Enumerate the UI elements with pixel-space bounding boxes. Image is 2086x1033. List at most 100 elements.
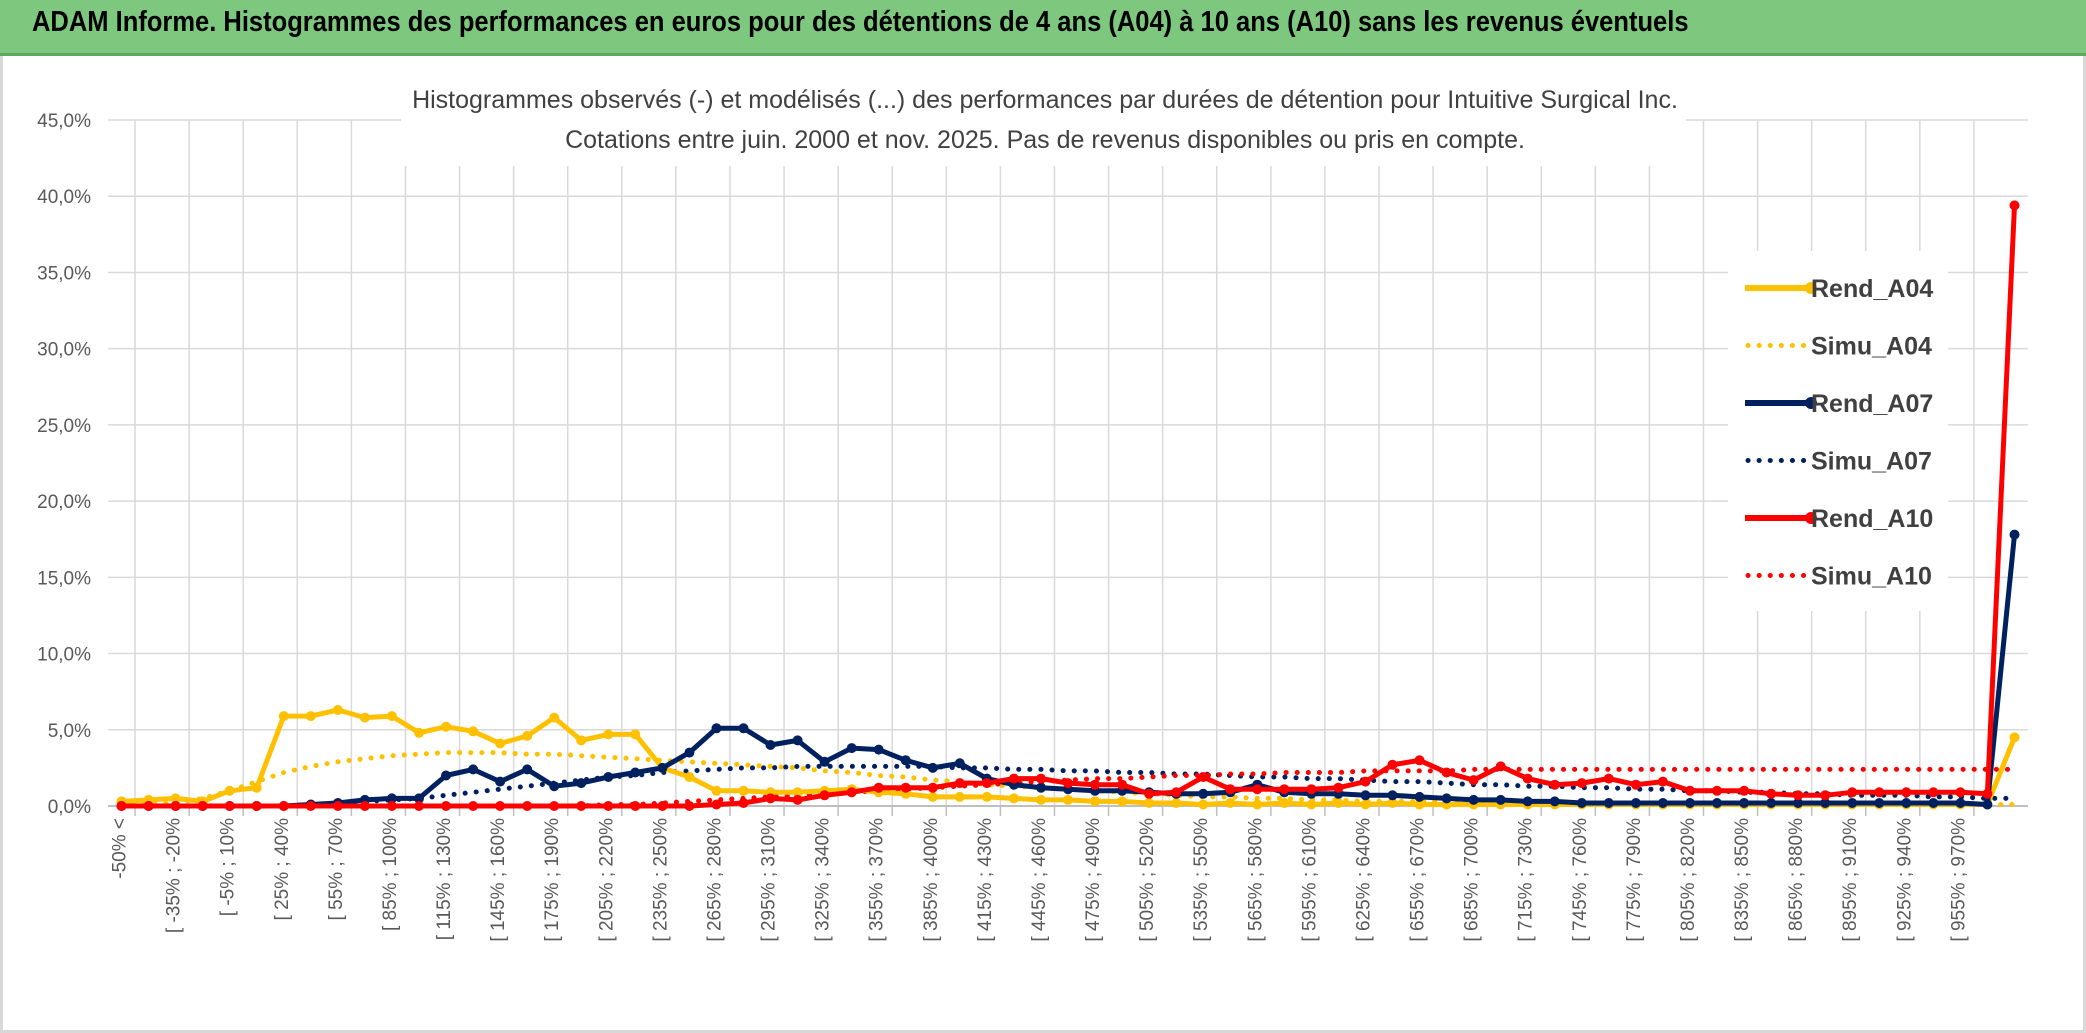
data-point xyxy=(684,747,695,758)
data-point xyxy=(1360,799,1371,810)
data-point xyxy=(522,801,533,811)
data-point xyxy=(468,764,479,775)
data-point xyxy=(1685,798,1695,808)
data-point xyxy=(954,791,965,802)
data-point xyxy=(576,778,587,789)
legend-item-simu-a07: Simu_A07 xyxy=(1745,448,1932,476)
legend-marker xyxy=(1805,282,1817,294)
data-point xyxy=(1117,779,1128,790)
data-point xyxy=(1036,773,1046,784)
data-point xyxy=(468,726,479,737)
y-tick-label: 0,0% xyxy=(48,797,91,818)
legend-label: Rend_A04 xyxy=(1811,275,1933,303)
data-point xyxy=(359,801,370,811)
data-point xyxy=(738,723,749,734)
series-simu-a10 xyxy=(119,766,2017,809)
data-point xyxy=(927,791,938,802)
data-point xyxy=(1063,778,1073,789)
data-point xyxy=(1901,787,1912,798)
data-point xyxy=(873,782,884,793)
data-point xyxy=(1874,787,1885,798)
data-point xyxy=(1901,798,1912,808)
data-point xyxy=(1036,782,1046,793)
legend-item-simu-a10: Simu_A10 xyxy=(1745,563,1932,591)
data-point xyxy=(1657,798,1668,808)
data-point xyxy=(1549,796,1560,807)
data-point xyxy=(954,778,965,789)
data-point xyxy=(414,727,424,738)
data-point xyxy=(1387,759,1398,770)
x-tick-label: [ 715% ; 730% xyxy=(1516,818,1537,942)
data-point xyxy=(1198,799,1209,810)
data-point xyxy=(630,767,641,778)
data-point xyxy=(765,740,776,750)
data-point xyxy=(1441,767,1452,778)
data-point xyxy=(1468,775,1479,786)
legend-marker xyxy=(1805,397,1817,409)
x-tick-label: [ 505% ; 520% xyxy=(1137,818,1158,942)
data-point xyxy=(711,723,722,734)
x-tick-label: [ 145% ; 160% xyxy=(488,818,509,942)
data-point xyxy=(414,793,424,804)
data-point xyxy=(1198,772,1209,782)
data-point xyxy=(1712,785,1722,796)
data-point xyxy=(981,778,992,789)
data-point xyxy=(657,801,668,811)
legend-item-rend-a04: Rend_A04 xyxy=(1745,275,1933,303)
data-point xyxy=(441,770,451,781)
x-tick-label: -50% < xyxy=(110,818,131,879)
x-tick-label: [ 955% ; 970% xyxy=(1948,818,1969,942)
data-point xyxy=(1333,782,1344,793)
data-point xyxy=(1630,798,1641,808)
data-point xyxy=(900,782,911,793)
x-tick-label: [ -5% ; 10% xyxy=(218,818,239,916)
data-point xyxy=(2009,732,2020,743)
data-point xyxy=(711,785,722,796)
data-point xyxy=(1414,755,1425,766)
data-point xyxy=(819,756,830,767)
data-point xyxy=(549,781,560,792)
x-tick-label: [ 655% ; 670% xyxy=(1408,818,1429,942)
data-point xyxy=(1576,778,1587,789)
data-point xyxy=(386,801,397,811)
x-tick-label: [ 385% ; 400% xyxy=(921,818,942,942)
chart-subtitle: Cotations entre juin. 2000 et nov. 2025.… xyxy=(565,126,1525,154)
x-tick-label: [ 475% ; 490% xyxy=(1083,818,1104,942)
y-tick-label: 45,0% xyxy=(37,111,91,132)
data-point xyxy=(386,711,397,722)
data-point xyxy=(359,712,370,723)
histogram-chart: 0,0% 5,0% 10,0% 15,0% 20,0% 25,0% 30,0% 35,0% 40… xyxy=(37,80,2028,942)
data-point xyxy=(1036,794,1046,805)
legend-label: Simu_A07 xyxy=(1811,448,1932,476)
y-tick-label: 30,0% xyxy=(37,340,91,361)
x-axis: -50% < [ -35% ; -20% [ -5% ; 10% [ 25% ; 40… xyxy=(108,805,2028,942)
series-line xyxy=(119,766,2017,809)
data-point xyxy=(1766,798,1777,808)
data-point xyxy=(1549,779,1560,790)
x-tick-label: [ 535% ; 550% xyxy=(1191,818,1212,942)
x-tick-label: [ 205% ; 220% xyxy=(596,818,617,942)
data-point xyxy=(1847,798,1858,808)
data-point xyxy=(1360,776,1371,787)
data-point xyxy=(1252,784,1263,795)
data-point xyxy=(1522,773,1533,784)
data-point xyxy=(224,785,235,796)
data-point xyxy=(305,801,316,811)
data-point xyxy=(657,762,668,773)
grid-lines xyxy=(108,119,2028,807)
y-tick-label: 10,0% xyxy=(37,645,91,666)
series-rend-a07 xyxy=(116,529,2020,811)
data-point xyxy=(738,798,749,808)
x-tick-label: [ 325% ; 340% xyxy=(813,818,834,942)
data-point xyxy=(1171,787,1182,798)
data-point xyxy=(1955,798,1966,808)
data-point xyxy=(738,785,749,796)
data-point xyxy=(981,791,992,802)
data-point xyxy=(1955,787,1966,798)
data-point xyxy=(873,744,884,755)
data-point xyxy=(1090,779,1100,790)
y-tick-label: 20,0% xyxy=(37,492,91,513)
data-point xyxy=(441,721,451,732)
report-banner: ADAM Informe. Histogrammes des performan… xyxy=(0,0,2086,56)
data-point xyxy=(1279,798,1290,808)
